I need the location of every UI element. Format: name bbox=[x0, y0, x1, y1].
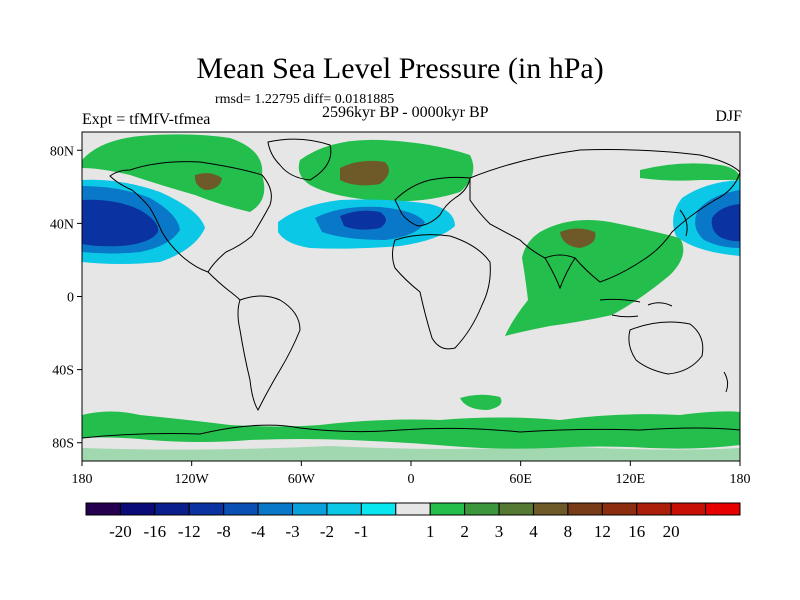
colorbar-swatch bbox=[498, 502, 534, 516]
coastline-south-america bbox=[237, 295, 301, 412]
positive-region-arctic-east bbox=[180, 140, 215, 150]
strong-positive-region-asia bbox=[560, 228, 596, 248]
latitude-axis: 80N 40N 0 40S 80S bbox=[50, 144, 82, 452]
colorbar-label: -3 bbox=[285, 522, 299, 541]
period-label: 2596kyr BP - 0000kyr BP bbox=[322, 104, 489, 121]
colorbar-label: 4 bbox=[529, 522, 538, 541]
colorbar-swatch bbox=[326, 502, 362, 516]
colorbar-swatch bbox=[223, 502, 259, 516]
experiment-label: Expt = tfMfV-tfmea bbox=[82, 111, 211, 128]
lon-tick-label: 180 bbox=[72, 472, 93, 487]
lat-tick-label: 80N bbox=[50, 144, 74, 159]
colorbar-swatch bbox=[601, 502, 638, 516]
rmsd-diff-stats: rmsd= 1.22795 diff= 0.0181885 bbox=[215, 92, 395, 107]
colorbar-swatch bbox=[360, 502, 397, 516]
colorbar-label: -1 bbox=[354, 522, 368, 541]
colorbar-swatch bbox=[429, 502, 466, 516]
lat-tick-label: 40N bbox=[50, 217, 74, 232]
positive-region-southern-ocean bbox=[82, 411, 740, 449]
colorbar-swatch bbox=[119, 502, 156, 516]
colorbar-swatch bbox=[395, 502, 431, 516]
positive-region-greenland bbox=[82, 134, 265, 212]
coastline-asia bbox=[469, 149, 740, 283]
coastlines bbox=[82, 138, 740, 439]
colorbar-swatch bbox=[705, 502, 741, 516]
colorbar-label: 8 bbox=[564, 522, 573, 541]
lon-tick-label: 120E bbox=[616, 472, 646, 487]
coastline-australia bbox=[628, 321, 704, 375]
lon-tick-label: 60E bbox=[509, 472, 532, 487]
coastline-indonesia bbox=[599, 298, 673, 318]
coastline-new-zealand bbox=[723, 371, 729, 393]
colorbar-label: -20 bbox=[109, 522, 132, 541]
map-title: Mean Sea Level Pressure (in hPa) bbox=[196, 52, 604, 85]
lon-tick-label: 180 bbox=[730, 472, 751, 487]
colorbar-label: 2 bbox=[460, 522, 469, 541]
positive-anomaly-regions bbox=[82, 134, 740, 461]
colorbar-label: 12 bbox=[594, 522, 611, 541]
coastline-japan bbox=[679, 209, 688, 237]
colorbar-swatch bbox=[292, 502, 328, 516]
coastline-north-america bbox=[109, 161, 272, 273]
coastline-central-america bbox=[207, 271, 241, 301]
colorbar: -20 -16 -12 -8 -4 -3 -2 -1 1 2 3 4 8 12 16 20 bbox=[85, 502, 741, 541]
lon-tick-label: 0 bbox=[408, 472, 415, 487]
strong-positive-region-arctic bbox=[340, 160, 389, 186]
negative-strong-north-atlantic bbox=[340, 210, 386, 230]
coastline-greenland bbox=[267, 138, 332, 181]
colorbar-swatch bbox=[154, 502, 190, 516]
negative-strong-north-pacific-east bbox=[711, 204, 740, 242]
strong-positive-region-greenland bbox=[194, 173, 222, 190]
colorbar-label: 16 bbox=[628, 522, 645, 541]
lon-tick-label: 60W bbox=[288, 472, 316, 487]
coastline-africa bbox=[392, 234, 491, 350]
map-panel bbox=[82, 132, 740, 461]
strong-positive-regions bbox=[194, 160, 596, 248]
positive-region-antarctic bbox=[82, 446, 740, 461]
colorbar-label: -8 bbox=[217, 522, 231, 541]
positive-region-asia-indian-ocean bbox=[505, 219, 684, 336]
coastline-india bbox=[544, 257, 576, 290]
colorbar-label: -12 bbox=[178, 522, 201, 541]
positive-region-north-pacific bbox=[640, 163, 740, 181]
season-label: DJF bbox=[715, 108, 742, 125]
colorbar-label: -2 bbox=[320, 522, 334, 541]
lat-tick-label: 40S bbox=[52, 364, 74, 379]
colorbar-label: 20 bbox=[663, 522, 680, 541]
colorbar-swatch bbox=[188, 502, 225, 516]
coastline-europe bbox=[394, 176, 471, 227]
colorbar-swatch bbox=[567, 502, 603, 516]
colorbar-label: 1 bbox=[426, 522, 435, 541]
colorbar-swatch bbox=[85, 502, 121, 516]
colorbar-swatch bbox=[532, 502, 569, 516]
colorbar-swatch bbox=[636, 502, 672, 516]
positive-region-south-atlantic bbox=[460, 394, 502, 410]
longitude-axis: 180 120W 60W 0 60E 120E 180 bbox=[72, 461, 751, 487]
lat-tick-label: 80S bbox=[52, 437, 74, 452]
colorbar-swatch bbox=[670, 502, 707, 516]
colorbar-swatch bbox=[257, 502, 294, 516]
lat-tick-label: 0 bbox=[67, 291, 74, 306]
colorbar-label: -16 bbox=[144, 522, 167, 541]
colorbar-label: -4 bbox=[251, 522, 266, 541]
coastline-antarctica bbox=[82, 424, 740, 439]
lon-tick-label: 120W bbox=[175, 472, 210, 487]
negative-strong-north-pacific-west bbox=[82, 199, 159, 247]
colorbar-label: 3 bbox=[495, 522, 504, 541]
colorbar-swatch bbox=[464, 502, 500, 516]
